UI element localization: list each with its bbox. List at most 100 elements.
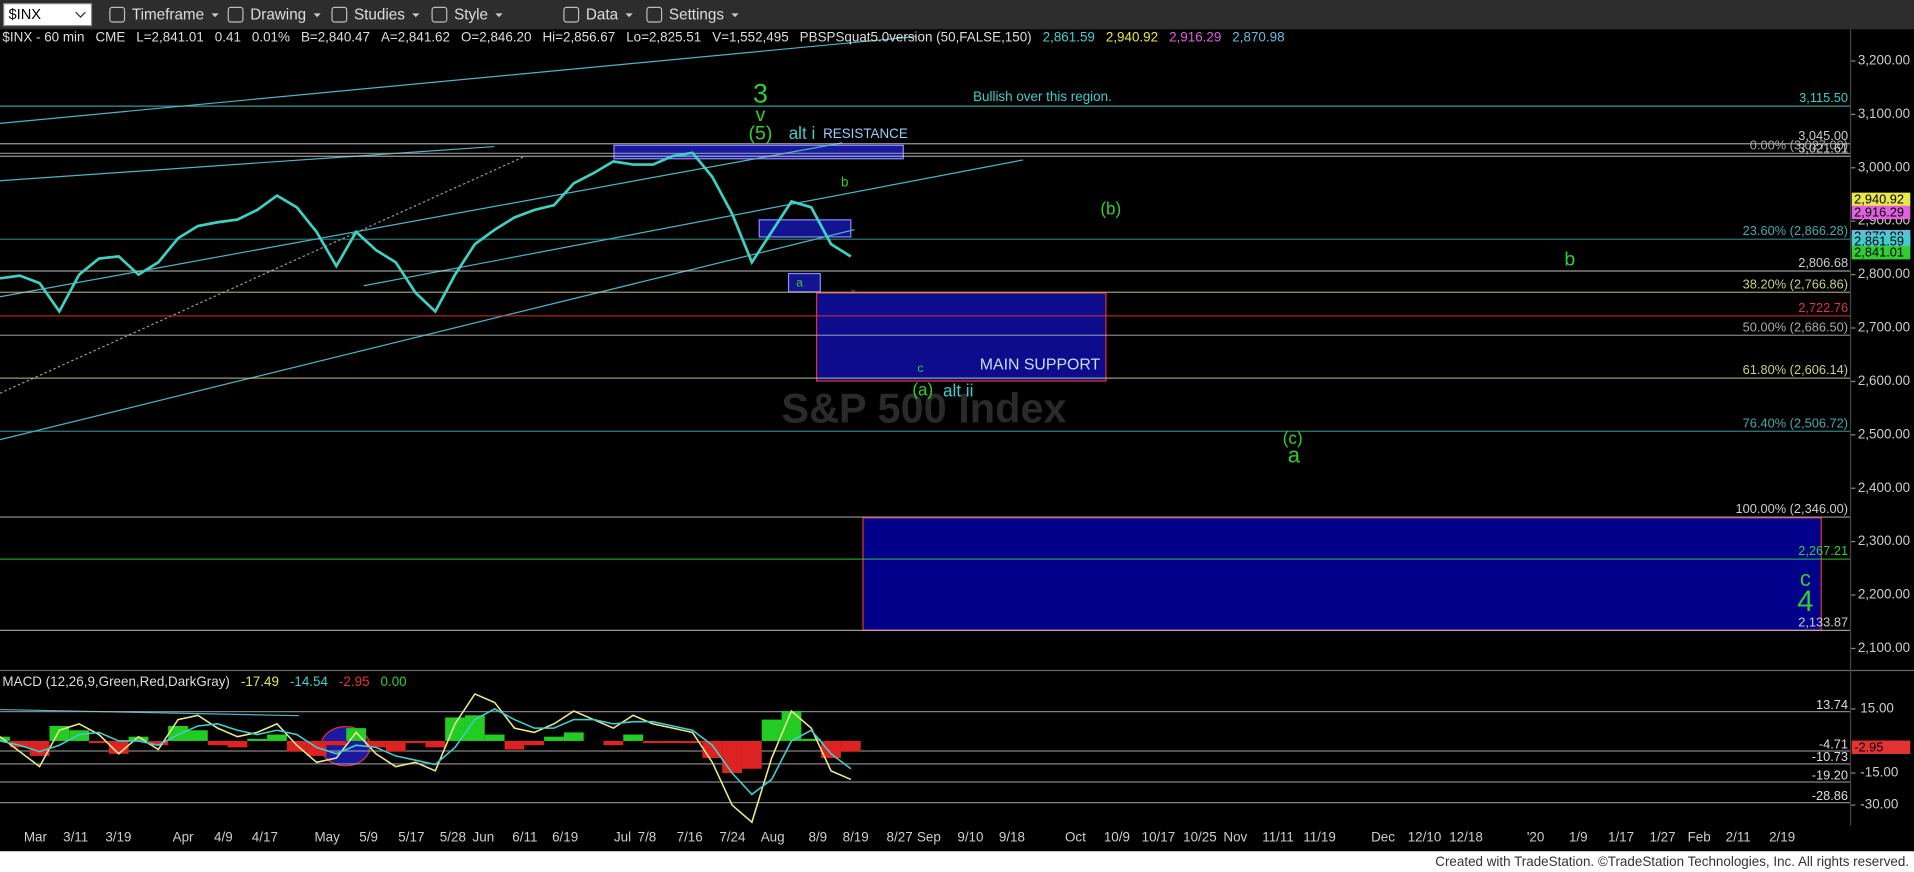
level-label: -28.86: [1812, 788, 1848, 803]
plot-layer: $INX - 60 min CME L=2,841.01 0.41 0.01% B=2,8…: [0, 29, 1911, 844]
histogram-bar: [504, 740, 525, 750]
x-tick-label: 10/17: [1142, 829, 1176, 844]
histogram-bar: [524, 740, 545, 746]
header-text: 0.01%: [252, 29, 290, 44]
histogram-bar: [464, 715, 485, 741]
x-tick-label: 10/9: [1104, 829, 1130, 844]
histogram-bar: [286, 740, 307, 752]
symbol-box[interactable]: [3, 3, 93, 27]
wave-label: b: [1564, 248, 1575, 270]
x-tick-label: 11/11: [1262, 829, 1294, 844]
wave-label: 4: [1797, 585, 1813, 618]
level-label: 61.80% (2,606.14): [1743, 362, 1848, 377]
zone-box: [787, 272, 821, 293]
level-label: -10.73: [1812, 749, 1848, 764]
y-tick-label: 3,100.00: [1858, 106, 1910, 121]
level-label: -4.71: [1819, 736, 1848, 751]
toolbar-icon: [227, 6, 244, 23]
level-label: 3,021.61: [1798, 140, 1848, 155]
level-label: 76.40% (2,506.72): [1743, 415, 1848, 430]
toolbar-button[interactable]: Data: [586, 6, 619, 23]
toolbar-icon: [646, 6, 663, 23]
wave-label: c: [917, 361, 923, 375]
x-tick-label: 7/24: [719, 829, 746, 844]
level-label: 3,045.00: [1798, 128, 1848, 143]
wave-label: b: [841, 175, 848, 190]
y-tick-label: 15.00: [1860, 700, 1894, 715]
header-text: $INX - 60 min: [2, 29, 84, 44]
price-tag-label: 2,940.92: [1854, 191, 1904, 206]
header-text: A=2,841.62: [381, 29, 450, 44]
x-tick-label: 6/11: [512, 829, 537, 844]
histogram-bar: [741, 740, 762, 769]
toolbar-button[interactable]: Timeframe: [132, 6, 204, 23]
footer-credit: Created with TradeStation. ©TradeStation…: [1435, 854, 1909, 869]
x-tick-label: Feb: [1688, 829, 1711, 844]
header-text: Hi=2,856.67: [542, 29, 615, 44]
wave-label: Bullish over this region.: [973, 89, 1112, 104]
histogram-bar: [128, 736, 149, 741]
price-line: [0, 151, 852, 315]
toolbar-items: Timeframe Drawing Studies Style Data Settings: [109, 6, 739, 23]
toolbar-button[interactable]: Studies: [354, 6, 405, 23]
x-tick-label: 1/17: [1608, 829, 1634, 844]
price-tag: [1851, 234, 1911, 249]
macd-trend-line: [0, 708, 300, 717]
x-tick-label: 12/18: [1449, 829, 1483, 844]
macd-line: [0, 707, 852, 796]
toolbar-button[interactable]: Drawing: [250, 6, 306, 23]
y-tick-label: 3,200.00: [1858, 53, 1910, 68]
wave-label: alt ii: [943, 382, 973, 401]
toolbar-button[interactable]: Style: [454, 6, 488, 23]
toolbar-button[interactable]: Settings: [669, 6, 724, 23]
x-tick-label: 5/28: [440, 829, 466, 844]
level-label: 100.00% (2,346.00): [1736, 501, 1849, 516]
level-label: 2,133.87: [1798, 614, 1848, 629]
x-tick-label: 12/10: [1408, 829, 1442, 844]
channel-line: [0, 36, 916, 124]
wave-label: (a): [912, 380, 933, 399]
header-text: 2,861.59: [1043, 29, 1095, 44]
level-label: -19.20: [1812, 767, 1848, 782]
header-text: 2,916.29: [1169, 29, 1221, 44]
x-tick-label: 9/10: [957, 829, 983, 844]
histogram-bar: [247, 738, 268, 741]
price-tag: [1851, 245, 1911, 260]
wave-label: a: [1288, 443, 1301, 468]
watermark: S&P 500 Index: [781, 385, 1066, 432]
histogram-bar: [108, 740, 129, 754]
channel-line: [0, 145, 495, 182]
histogram-bar: [821, 740, 841, 759]
histogram-bar: [682, 740, 703, 744]
x-tick-label: 7/16: [677, 829, 703, 844]
symbol-input[interactable]: $INX: [9, 7, 42, 23]
dropdown-arrow: [313, 13, 321, 18]
histogram-bar: [722, 740, 742, 774]
histogram-bar: [761, 719, 782, 741]
header-text: 2,870.98: [1232, 29, 1284, 44]
price-tag: [1851, 205, 1911, 220]
x-tick-label: 2/11: [1726, 829, 1751, 844]
histogram-bar: [425, 740, 446, 748]
histogram-bar: [89, 740, 109, 744]
level-label: 13.74: [1816, 697, 1848, 712]
x-tick-label: May: [314, 829, 340, 844]
x-tick-label: Oct: [1065, 829, 1086, 844]
histogram-bar: [623, 734, 644, 741]
wave-label: v: [756, 104, 766, 126]
dropdown-arrow: [412, 13, 420, 18]
toolbar-icon: [431, 6, 448, 23]
wave-4-support-box: [862, 517, 1822, 631]
x-tick-label: 8/27: [887, 829, 913, 844]
y-tick-label: 2,300.00: [1858, 533, 1910, 548]
x-tick-label: Apr: [173, 829, 194, 844]
x-tick-label: 5/9: [359, 829, 378, 844]
x-tick-label: '20: [1527, 829, 1544, 844]
header-text: PBSPSquat5.0version (50,FALSE,150): [800, 29, 1032, 44]
level-label: 50.00% (2,686.50): [1743, 319, 1848, 334]
x-tick-label: Sep: [917, 829, 941, 844]
x-tick-label: 4/17: [252, 829, 278, 844]
histogram-bar: [603, 740, 624, 746]
histogram-bar: [662, 740, 683, 744]
y-tick-label: 2,200.00: [1858, 587, 1910, 602]
